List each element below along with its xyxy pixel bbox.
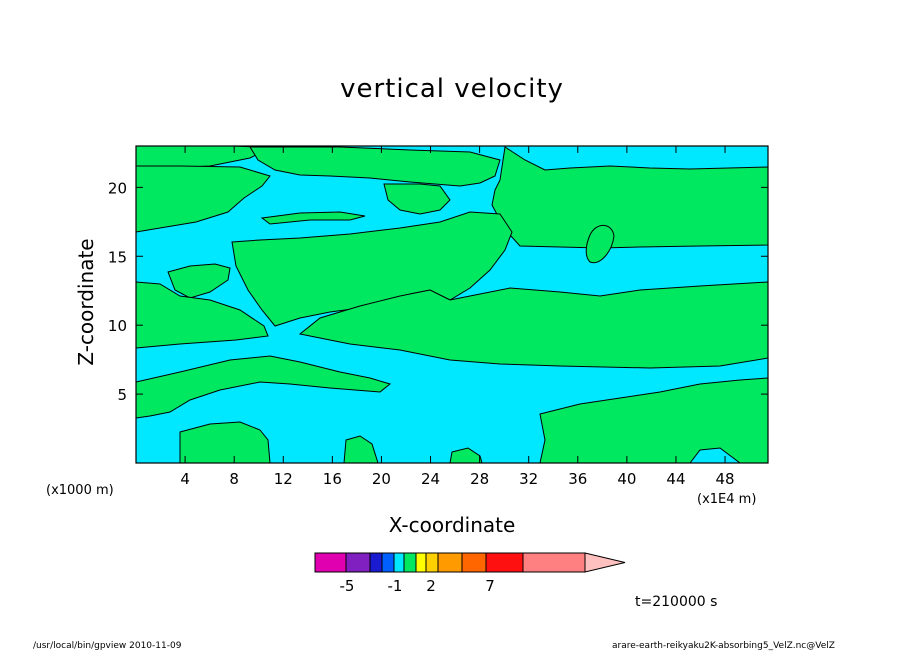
contour-region-left-mid	[167, 263, 231, 299]
x-axis-label-text: X-coordinate	[388, 513, 516, 537]
y-tick-label: 15	[108, 248, 127, 266]
colorbar: -5 -1 2 7	[314, 552, 626, 595]
footer-file-name: arare-earth-reikyaku2K-absorbing5_VelZ.n…	[612, 641, 835, 651]
colorbar-bin	[485, 552, 524, 573]
contour-region-upper-left	[136, 165, 271, 233]
x-tick-label: 12	[274, 470, 293, 488]
colorbar-bin	[461, 552, 487, 573]
colorbar-bin	[314, 552, 347, 573]
contour-region-center-upper	[383, 183, 451, 215]
colorbar-bin	[437, 552, 463, 573]
x-tick-label: 8	[229, 470, 239, 488]
contour-region-thin-layer	[260, 211, 366, 225]
colorbar-label: 7	[485, 577, 495, 595]
plot-frame	[135, 145, 769, 464]
contour-field	[136, 146, 768, 463]
x-tick-label: 28	[470, 470, 489, 488]
x-axis-label: X-coordinate	[0, 513, 904, 537]
contour-region-top-left	[136, 146, 263, 169]
contour-region-left-lower	[136, 281, 269, 349]
y-tick-label: 10	[108, 317, 127, 335]
contour-region-top-right	[491, 146, 768, 249]
contour-region-left-band	[136, 355, 392, 419]
contour-region-right-oval	[585, 224, 615, 264]
contour-region-bottom-center-right	[449, 447, 483, 463]
colorbar-bin	[369, 552, 383, 573]
colorbar-bin	[403, 552, 417, 573]
chart-title: vertical velocity	[340, 74, 564, 104]
x-tick-label: 48	[716, 470, 735, 488]
colorbar-bin	[425, 552, 439, 573]
colorbar-bin	[522, 552, 586, 573]
footer-program-path: /usr/local/bin/gpview 2010-11-09	[33, 641, 182, 651]
negative-velocity-background	[136, 146, 768, 463]
x-axis-unit: (x1E4 m)	[697, 492, 757, 507]
time-label: t=210000 s	[635, 594, 718, 610]
y-axis-unit: (x1000 m)	[46, 483, 114, 498]
colorbar-label: -5	[340, 577, 355, 595]
colorbar-bin	[393, 552, 405, 573]
x-tick-label: 24	[421, 470, 440, 488]
colorbar-bin	[345, 552, 371, 573]
y-axis-label: Z-coordinate	[74, 238, 98, 366]
x-tick-label: 40	[617, 470, 636, 488]
colorbar-bin	[415, 552, 427, 573]
contour-region-top-center	[249, 146, 501, 187]
y-axis-ticks: 5 10 15 20	[108, 179, 768, 404]
colorbar-arrow	[584, 552, 626, 573]
x-tick-label: 44	[666, 470, 685, 488]
contour-region-right-mid	[298, 281, 768, 369]
x-tick-label: 36	[568, 470, 587, 488]
colorbar-label: -1	[388, 577, 403, 595]
contour-region-bottom-right	[539, 377, 768, 463]
x-tick-label: 32	[519, 470, 538, 488]
colorbar-bin	[381, 552, 395, 573]
contour-region-bottom-center	[343, 435, 379, 463]
x-axis-ticks: 4 8 12 16 20 24 28 32 36 40 44 48	[180, 146, 735, 488]
x-tick-label: 16	[323, 470, 342, 488]
y-tick-label: 20	[108, 179, 127, 197]
y-tick-label: 5	[117, 386, 127, 404]
x-tick-label: 4	[180, 470, 190, 488]
contour-region-center-wedge	[231, 211, 513, 327]
colorbar-label: 2	[426, 577, 436, 595]
x-tick-label: 20	[372, 470, 391, 488]
contour-region-bottom-left	[179, 421, 271, 463]
